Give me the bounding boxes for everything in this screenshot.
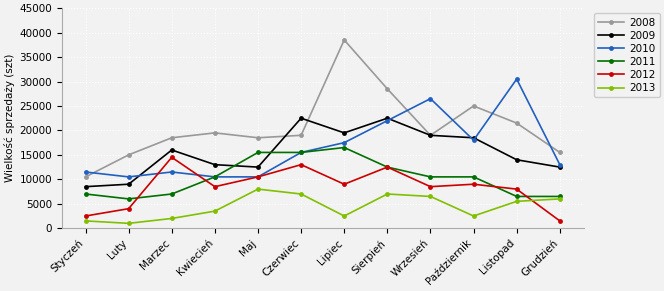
2009 — [168, 148, 176, 152]
2012 — [125, 207, 133, 210]
2010 — [426, 97, 434, 100]
2013 — [82, 219, 90, 223]
2009 — [125, 182, 133, 186]
2010 — [125, 175, 133, 179]
2011 — [82, 192, 90, 196]
2011 — [513, 195, 521, 198]
2011 — [297, 151, 305, 154]
2012 — [383, 165, 391, 169]
2013 — [125, 221, 133, 225]
2008 — [168, 136, 176, 139]
2012 — [297, 163, 305, 166]
2008 — [469, 104, 477, 108]
2008 — [383, 87, 391, 91]
2008 — [556, 151, 564, 154]
2010 — [211, 175, 219, 179]
2010 — [513, 77, 521, 81]
2012 — [556, 219, 564, 223]
2013 — [211, 209, 219, 213]
2010 — [383, 119, 391, 123]
2012 — [513, 187, 521, 191]
2009 — [513, 158, 521, 162]
2010 — [168, 170, 176, 174]
2008 — [340, 38, 348, 42]
2012 — [340, 182, 348, 186]
2011 — [211, 175, 219, 179]
Line: 2009: 2009 — [83, 116, 562, 189]
2009 — [383, 116, 391, 120]
2010 — [297, 151, 305, 154]
2011 — [426, 175, 434, 179]
2010 — [340, 141, 348, 144]
2008 — [125, 153, 133, 157]
2008 — [513, 121, 521, 125]
2010 — [254, 175, 262, 179]
2009 — [426, 134, 434, 137]
2009 — [254, 165, 262, 169]
2011 — [556, 195, 564, 198]
2011 — [125, 197, 133, 200]
2012 — [168, 156, 176, 159]
2013 — [513, 200, 521, 203]
Legend: 2008, 2009, 2010, 2011, 2012, 2013: 2008, 2009, 2010, 2011, 2012, 2013 — [594, 13, 660, 97]
Line: 2010: 2010 — [83, 77, 562, 179]
2009 — [82, 185, 90, 188]
2013 — [340, 214, 348, 218]
2013 — [254, 187, 262, 191]
2012 — [211, 185, 219, 188]
2008 — [426, 134, 434, 137]
Line: 2012: 2012 — [83, 155, 562, 223]
2010 — [469, 139, 477, 142]
Line: 2013: 2013 — [83, 187, 562, 226]
2009 — [297, 116, 305, 120]
2008 — [82, 175, 90, 179]
2013 — [168, 217, 176, 220]
2012 — [426, 185, 434, 188]
2008 — [211, 131, 219, 135]
2012 — [469, 182, 477, 186]
2011 — [383, 165, 391, 169]
2009 — [340, 131, 348, 135]
Y-axis label: Wielkość sprzedaży (szt): Wielkość sprzedaży (szt) — [4, 54, 15, 182]
2010 — [556, 163, 564, 166]
2013 — [383, 192, 391, 196]
2013 — [469, 214, 477, 218]
2010 — [82, 170, 90, 174]
2013 — [297, 192, 305, 196]
2011 — [469, 175, 477, 179]
Line: 2011: 2011 — [83, 145, 562, 201]
2011 — [168, 192, 176, 196]
2013 — [426, 195, 434, 198]
2012 — [254, 175, 262, 179]
2011 — [340, 146, 348, 149]
2009 — [211, 163, 219, 166]
2009 — [469, 136, 477, 139]
2012 — [82, 214, 90, 218]
2009 — [556, 165, 564, 169]
2013 — [556, 197, 564, 200]
2008 — [297, 134, 305, 137]
2011 — [254, 151, 262, 154]
2008 — [254, 136, 262, 139]
Line: 2008: 2008 — [83, 38, 562, 179]
